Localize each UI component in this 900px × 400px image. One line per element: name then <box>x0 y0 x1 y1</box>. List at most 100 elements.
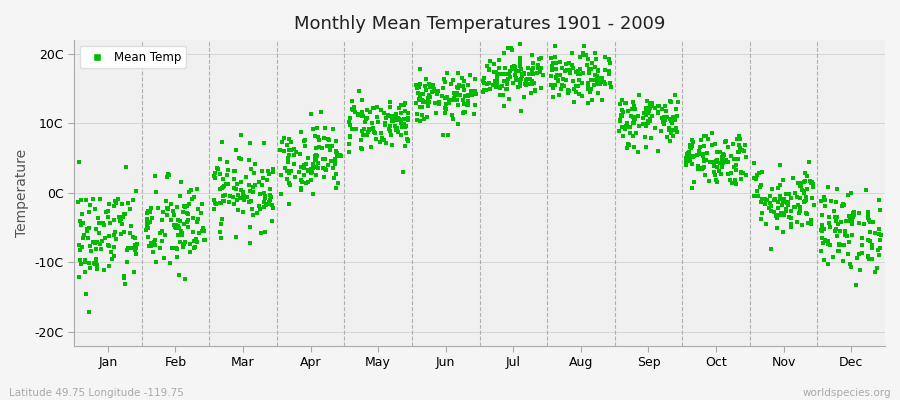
Point <box>293 164 308 170</box>
Point <box>828 218 842 224</box>
Point <box>168 222 183 228</box>
Point <box>140 222 154 228</box>
Point <box>805 179 819 186</box>
Point <box>731 149 745 156</box>
Point <box>832 221 846 228</box>
Point <box>508 75 523 81</box>
Point <box>122 206 137 212</box>
Point <box>847 212 861 218</box>
Point <box>769 213 783 220</box>
Point <box>844 264 859 270</box>
Point <box>295 178 310 185</box>
Point <box>148 172 163 179</box>
Point <box>614 112 628 118</box>
Point <box>572 66 587 72</box>
Point <box>615 113 629 120</box>
Point <box>316 156 330 162</box>
Point <box>233 195 248 201</box>
Point <box>329 149 344 155</box>
Point <box>770 225 785 232</box>
Point <box>506 80 520 86</box>
Point <box>458 93 473 100</box>
Point <box>525 66 539 73</box>
Point <box>412 81 427 88</box>
Point <box>616 132 630 139</box>
Point <box>249 210 264 216</box>
Point <box>515 72 529 79</box>
Point <box>343 132 357 139</box>
Point <box>601 70 616 76</box>
Point <box>626 133 640 139</box>
Title: Monthly Mean Temperatures 1901 - 2009: Monthly Mean Temperatures 1901 - 2009 <box>294 15 665 33</box>
Point <box>96 222 111 228</box>
Point <box>552 91 566 98</box>
Point <box>125 234 140 240</box>
Point <box>258 229 273 235</box>
Point <box>565 49 580 56</box>
Point <box>697 158 711 164</box>
Point <box>284 146 298 153</box>
Point <box>419 76 434 82</box>
Point <box>817 194 832 200</box>
Point <box>367 128 382 135</box>
Point <box>713 160 727 166</box>
Point <box>304 168 319 175</box>
Point <box>564 62 579 69</box>
Point <box>451 121 465 127</box>
Point <box>362 127 376 133</box>
Point <box>566 64 580 71</box>
Point <box>784 215 798 221</box>
Point <box>641 117 655 124</box>
Point <box>128 247 142 253</box>
Point <box>657 120 671 127</box>
Point <box>604 84 618 91</box>
Point <box>400 136 414 142</box>
Point <box>427 86 441 93</box>
Point <box>792 210 806 216</box>
Point <box>777 212 791 218</box>
Point <box>397 102 411 108</box>
Point <box>186 229 201 236</box>
Point <box>747 193 761 200</box>
Point <box>301 178 315 185</box>
Point <box>482 66 497 72</box>
Point <box>779 206 794 212</box>
Point <box>492 84 507 90</box>
Point <box>562 88 576 94</box>
Point <box>320 142 334 149</box>
Point <box>864 256 878 263</box>
Point <box>432 100 446 107</box>
Point <box>860 215 875 222</box>
Point <box>450 102 464 108</box>
Point <box>589 56 603 62</box>
Point <box>800 211 814 217</box>
Point <box>799 193 814 200</box>
Point <box>517 70 531 77</box>
Point <box>703 159 717 166</box>
Point <box>242 199 256 206</box>
Point <box>233 179 248 186</box>
Point <box>519 76 534 82</box>
Point <box>784 208 798 214</box>
Point <box>518 80 533 87</box>
Point <box>288 174 302 181</box>
Point <box>512 59 526 65</box>
Point <box>213 171 228 178</box>
Point <box>254 230 268 236</box>
Point <box>845 232 859 238</box>
Point <box>130 245 144 251</box>
Point <box>158 232 172 238</box>
Point <box>763 192 778 199</box>
Point <box>258 193 273 199</box>
Point <box>394 102 409 108</box>
Point <box>698 172 712 178</box>
Point <box>227 176 241 182</box>
Point <box>448 91 463 97</box>
Point <box>805 195 819 202</box>
Point <box>580 62 594 68</box>
Point <box>554 82 569 88</box>
Point <box>715 161 729 167</box>
Point <box>385 118 400 124</box>
Point <box>669 124 683 131</box>
Point <box>96 220 111 226</box>
